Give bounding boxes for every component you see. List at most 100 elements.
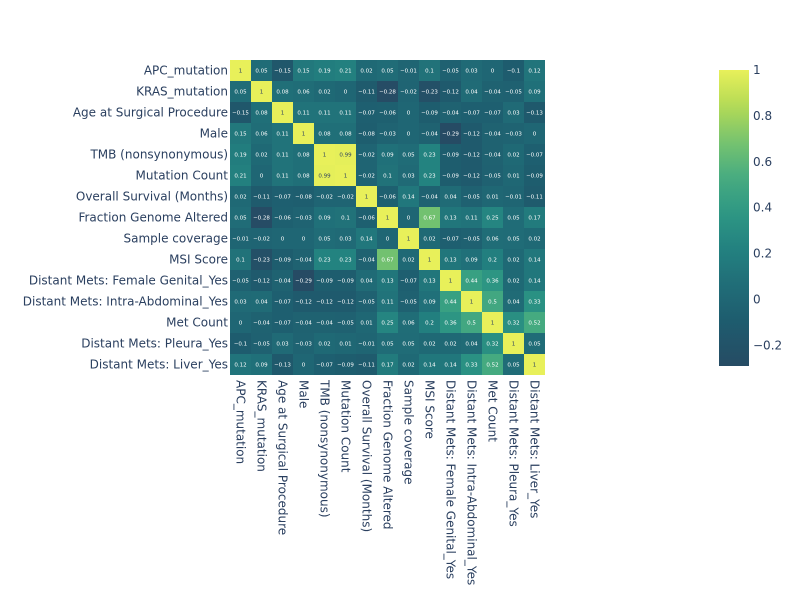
- heatmap-cell-value: 0.1: [341, 216, 350, 222]
- heatmap-cell: [419, 165, 440, 186]
- heatmap-cell-value: −0.06: [358, 216, 375, 222]
- y-tick-label: Male: [200, 127, 228, 141]
- heatmap-cell-value: 0.11: [339, 111, 351, 117]
- heatmap-cell-value: 0: [302, 363, 306, 369]
- heatmap-cell-value: −0.02: [358, 174, 375, 180]
- heatmap-cell: [356, 333, 377, 354]
- heatmap-cell: [272, 123, 293, 144]
- heatmap-cell-value: 0.32: [486, 342, 498, 348]
- heatmap-cell: [503, 186, 524, 207]
- heatmap-cell-value: 1: [260, 90, 264, 96]
- heatmap-cell: [461, 228, 482, 249]
- heatmap-cell-value: 0.12: [234, 363, 246, 369]
- heatmap-cell: [398, 249, 419, 270]
- heatmap-cell: [461, 123, 482, 144]
- heatmap-cell-value: 0.25: [486, 216, 499, 222]
- heatmap-cell: [398, 207, 419, 228]
- heatmap-cell: [272, 291, 293, 312]
- heatmap-cell: [440, 312, 461, 333]
- heatmap-cell-value: 0.06: [297, 90, 310, 96]
- heatmap-cell-value: 0.04: [444, 195, 457, 201]
- heatmap-cell-value: 0.02: [528, 237, 540, 243]
- heatmap-cell-value: 0.02: [507, 153, 519, 159]
- heatmap-cell-value: 0.13: [444, 258, 457, 264]
- heatmap-cell-value: 0.03: [234, 300, 247, 306]
- heatmap-cell: [251, 270, 272, 291]
- heatmap-cell: [377, 144, 398, 165]
- heatmap-cell: [230, 333, 251, 354]
- y-tick-label: Distant Mets: Liver_Yes: [90, 358, 228, 372]
- heatmap-cell: [503, 270, 524, 291]
- heatmap-cell-value: 0.03: [402, 174, 415, 180]
- heatmap-cell: [461, 270, 482, 291]
- heatmap-cell-value: −0.06: [274, 216, 291, 222]
- heatmap-cell-value: −0.12: [463, 132, 480, 138]
- y-tick-label: MSI Score: [169, 253, 228, 267]
- heatmap-cell: [230, 144, 251, 165]
- heatmap-cell: [230, 186, 251, 207]
- heatmap-cell: [293, 354, 314, 375]
- heatmap-cell: [461, 354, 482, 375]
- heatmap-cell: [230, 270, 251, 291]
- heatmap-cell-value: 0.1: [236, 258, 245, 264]
- heatmap-cell: [293, 144, 314, 165]
- heatmap-cell: [419, 123, 440, 144]
- heatmap-cell: [482, 123, 503, 144]
- heatmap-cell-value: 0.44: [465, 279, 478, 285]
- heatmap-cell: [461, 249, 482, 270]
- heatmap-cell: [356, 60, 377, 81]
- heatmap-cell: [440, 60, 461, 81]
- heatmap-cell-value: −0.05: [484, 174, 501, 180]
- heatmap-cell: [314, 312, 335, 333]
- heatmap-cell-value: 0.5: [467, 321, 476, 327]
- heatmap-cell-value: 1: [512, 342, 516, 348]
- heatmap-cell-value: 0.09: [423, 300, 436, 306]
- heatmap-cell: [314, 270, 335, 291]
- heatmap-cell: [482, 291, 503, 312]
- heatmap-cell: [503, 60, 524, 81]
- heatmap-cell: [251, 144, 272, 165]
- heatmap-cell: [272, 228, 293, 249]
- heatmap-cell: [503, 81, 524, 102]
- heatmap-cell-value: 0.14: [423, 363, 436, 369]
- heatmap-cell-value: −0.05: [463, 195, 480, 201]
- y-tick-label: Fraction Genome Altered: [78, 211, 228, 225]
- heatmap-cell-value: −0.05: [400, 300, 417, 306]
- heatmap-cell-value: 0.36: [486, 279, 499, 285]
- x-tick-label: Male: [297, 380, 311, 408]
- heatmap-cell-value: −0.04: [484, 132, 501, 138]
- heatmap-cell: [419, 81, 440, 102]
- heatmap-cell-value: 0.02: [234, 195, 246, 201]
- heatmap-cell-value: −0.05: [232, 279, 249, 285]
- heatmap-cell-value: 0.11: [276, 153, 288, 159]
- heatmap-cell-value: 0.2: [488, 258, 497, 264]
- heatmap-cell: [314, 60, 335, 81]
- heatmap-cell-value: −0.04: [295, 258, 312, 264]
- heatmap-cell: [377, 102, 398, 123]
- heatmap-cell: [377, 291, 398, 312]
- heatmap-cell-value: 0.06: [486, 237, 499, 243]
- heatmap-cell: [503, 207, 524, 228]
- heatmap-cell: [272, 312, 293, 333]
- heatmap-cell-value: −0.07: [274, 321, 291, 327]
- x-tick-label: Mutation Count: [339, 380, 353, 473]
- heatmap-cell-value: −0.29: [442, 132, 459, 138]
- heatmap-cell-value: 0.1: [425, 69, 434, 75]
- heatmap-cell: [524, 186, 545, 207]
- heatmap-cell: [377, 228, 398, 249]
- heatmap-cell-value: 1: [302, 132, 306, 138]
- heatmap-cell: [314, 249, 335, 270]
- heatmap-cell-value: 0.21: [339, 69, 351, 75]
- heatmap-cell-value: −0.07: [274, 300, 291, 306]
- colorbar-tick-label: 0.6: [753, 155, 772, 169]
- heatmap-cell: [524, 333, 545, 354]
- heatmap-cell: [503, 123, 524, 144]
- heatmap-cell-value: −0.12: [463, 174, 480, 180]
- heatmap-cell-value: 0.13: [444, 216, 457, 222]
- heatmap-cell-value: 0.23: [318, 258, 331, 264]
- heatmap-cell-value: −0.02: [337, 195, 354, 201]
- heatmap-cell: [503, 102, 524, 123]
- heatmap-cell-value: 0.36: [444, 321, 457, 327]
- heatmap-cell: [314, 333, 335, 354]
